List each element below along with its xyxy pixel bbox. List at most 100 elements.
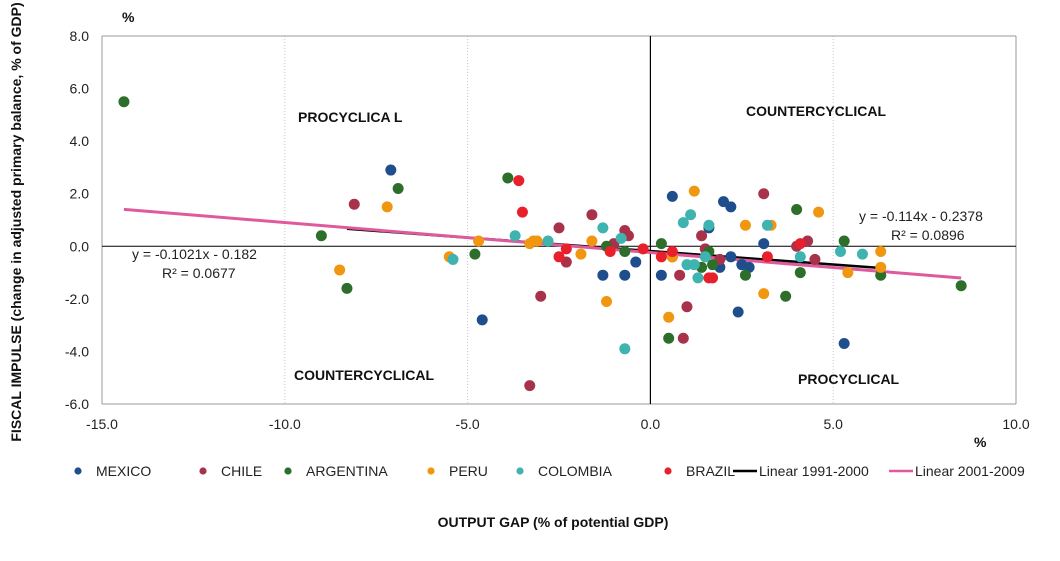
point-colombia [619, 343, 631, 355]
point-chile [696, 230, 708, 242]
point-brazil [604, 246, 616, 258]
point-colombia [835, 246, 847, 258]
legend-marker-mexico [74, 467, 82, 475]
x-tick-label: 10.0 [1002, 416, 1029, 432]
point-mexico [630, 256, 642, 268]
point-peru [813, 206, 825, 218]
point-argentina [502, 172, 514, 184]
point-colombia [856, 248, 868, 260]
point-peru [334, 264, 346, 276]
point-peru [875, 246, 887, 258]
y-tick-label: -6.0 [65, 396, 89, 412]
legend-label-peru: PERU [449, 463, 488, 479]
point-colombia [677, 217, 689, 229]
point-mexico [619, 269, 631, 281]
point-chile [758, 188, 770, 200]
point-mexico [597, 269, 609, 281]
point-argentina [707, 259, 719, 271]
point-colombia [761, 219, 773, 231]
y-axis-title: FISCAL IMPULSE (change in adjusted prima… [8, 2, 24, 441]
point-peru [842, 267, 854, 279]
point-chile [535, 290, 547, 302]
point-brazil [516, 206, 528, 218]
point-argentina [118, 96, 130, 108]
r-squared-right: R² = 0.0896 [891, 227, 965, 243]
legend-label-brazil: BRAZIL [686, 463, 735, 479]
equation-left: y = -0.1021x - 0.182 [132, 246, 257, 262]
point-chile [586, 209, 598, 221]
legend-marker-chile [199, 467, 207, 475]
point-mexico [732, 306, 744, 318]
point-brazil [637, 243, 649, 255]
point-colombia [597, 222, 609, 234]
point-peru [663, 311, 675, 323]
point-peru [381, 201, 393, 213]
point-colombia [685, 209, 697, 221]
point-peru [739, 219, 751, 231]
point-peru [601, 295, 613, 307]
point-chile [553, 222, 565, 234]
point-chile [674, 269, 686, 281]
y-tick-label: -2.0 [65, 291, 89, 307]
point-argentina [838, 235, 850, 247]
point-argentina [315, 230, 327, 242]
x-tick-label: -10.0 [269, 416, 301, 432]
legend-label-mexico: MEXICO [96, 463, 151, 479]
legend-label-colombia: COLOMBIA [538, 463, 613, 479]
point-argentina [655, 238, 667, 250]
point-argentina [469, 248, 481, 260]
y-tick-label: 2.0 [70, 186, 90, 202]
point-argentina [780, 290, 792, 302]
point-colombia [692, 272, 704, 284]
legend-marker-brazil [664, 467, 672, 475]
point-colombia [699, 251, 711, 263]
point-colombia [615, 232, 627, 244]
point-brazil [560, 243, 572, 255]
legend-label-linear-2001-2009: Linear 2001-2009 [915, 463, 1025, 479]
y-tick-label: 4.0 [70, 133, 90, 149]
equation-right: y = -0.114x - 0.2378 [859, 208, 983, 224]
point-peru [758, 288, 770, 300]
point-brazil [666, 246, 678, 258]
point-argentina [341, 282, 353, 294]
point-brazil [707, 272, 719, 284]
quadrant-label-bottom-left: COUNTERCYCLICAL [294, 367, 434, 383]
y-tick-label: -4.0 [65, 343, 89, 359]
x-tick-label: 5.0 [823, 416, 843, 432]
x-unit-label: % [974, 434, 987, 450]
y-unit-label: % [122, 9, 135, 25]
point-chile [677, 332, 689, 344]
point-brazil [655, 251, 667, 263]
point-argentina [791, 203, 803, 215]
point-chile [524, 380, 536, 392]
point-peru [575, 248, 587, 260]
point-mexico [725, 251, 737, 263]
point-mexico [476, 314, 488, 326]
point-mexico [725, 201, 737, 213]
point-brazil [553, 251, 565, 263]
point-argentina [955, 280, 967, 292]
point-colombia [688, 259, 700, 271]
point-chile [681, 301, 693, 313]
legend-label-linear-1991-2000: Linear 1991-2000 [759, 463, 869, 479]
trendline-linear-2001-2009 [123, 207, 962, 280]
point-colombia [703, 219, 715, 231]
point-mexico [385, 164, 397, 176]
x-tick-label: -5.0 [456, 416, 480, 432]
x-tick-label: 0.0 [641, 416, 661, 432]
point-mexico [666, 190, 678, 202]
point-argentina [739, 269, 751, 281]
point-argentina [663, 332, 675, 344]
tick-labels: -15.0 -10.0 -5.0 0.0 5.0 10.0 -6.0 -4.0 -2.0 0.0 2… [65, 28, 1030, 432]
point-colombia [447, 253, 459, 265]
x-tick-label: -15.0 [86, 416, 118, 432]
point-argentina [875, 269, 887, 281]
point-peru [586, 235, 598, 247]
point-brazil [513, 175, 525, 187]
data-points [118, 96, 967, 392]
point-chile [348, 198, 360, 210]
point-argentina [392, 182, 404, 194]
point-peru [473, 235, 485, 247]
r-squared-left: R² = 0.0677 [162, 265, 236, 281]
